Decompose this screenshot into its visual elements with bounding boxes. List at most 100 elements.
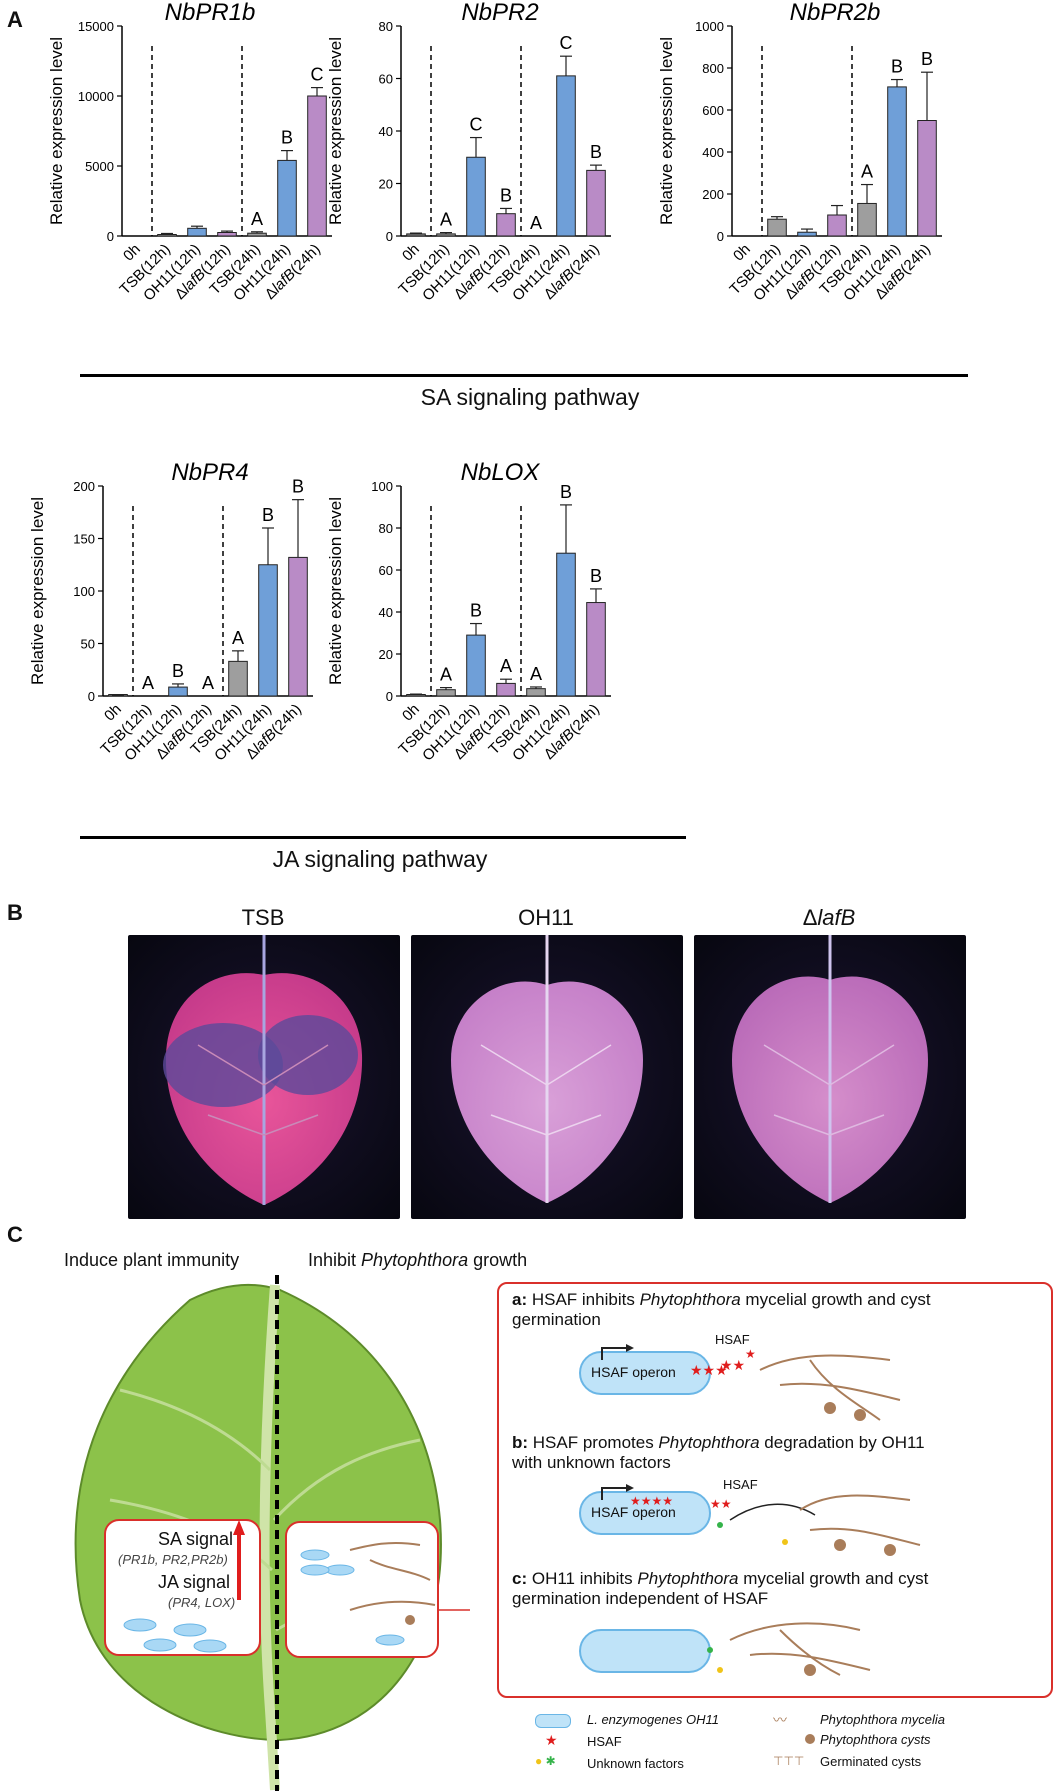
- significance-label: B: [281, 128, 293, 148]
- y-tick-label: 80: [379, 521, 393, 536]
- sa-pathway-line: [80, 374, 968, 377]
- bar: [887, 86, 907, 237]
- mechanism-c-text: c: OH11 inhibits Phytophthora mycelial g…: [512, 1569, 929, 1608]
- bar: [307, 95, 327, 237]
- bar: [247, 232, 267, 237]
- y-tick-label: 5000: [85, 159, 114, 174]
- inhibit-growth-label: Inhibit Phytophthora growth: [308, 1250, 528, 1270]
- bar: [767, 218, 787, 237]
- y-tick-label: 20: [379, 177, 393, 192]
- significance-label: C: [470, 115, 483, 135]
- y-tick-label: 800: [702, 61, 724, 76]
- bar: [288, 556, 308, 697]
- sa-pathway-label: SA signaling pathway: [420, 384, 640, 410]
- significance-label: A: [530, 664, 542, 684]
- y-tick-label: 200: [73, 479, 95, 494]
- bar: [406, 233, 426, 237]
- significance-label: A: [440, 665, 452, 685]
- significance-label: B: [590, 142, 602, 162]
- bar: [406, 694, 426, 697]
- y-tick-label: 40: [379, 124, 393, 139]
- bar: [857, 202, 877, 237]
- bar: [496, 213, 516, 237]
- svg-text:★★★: ★★★: [690, 1362, 728, 1378]
- chart-title: NbPR1b: [165, 0, 256, 26]
- significance-label: B: [921, 49, 933, 69]
- ja-genes-label: (PR4, LOX): [168, 1595, 236, 1610]
- significance-label: B: [470, 601, 482, 621]
- leaf-label-lafb: ΔlafB: [802, 905, 856, 930]
- bar: [556, 75, 576, 237]
- bar: [187, 227, 207, 237]
- bar: [586, 602, 606, 697]
- y-tick-label: 0: [107, 229, 114, 244]
- significance-label: B: [292, 477, 304, 497]
- y-tick-label: 200: [702, 187, 724, 202]
- x-tick-part: (24h): [566, 241, 603, 278]
- leaf-svg-tsb: [128, 935, 400, 1219]
- y-tick-label: 60: [379, 72, 393, 87]
- hsaf-operon-label-a: HSAF operon: [591, 1364, 676, 1380]
- legend-bacteria: L. enzymogenes OH11: [587, 1712, 719, 1727]
- x-tick-part: (24h): [287, 241, 324, 278]
- significance-label: A: [500, 656, 512, 676]
- legend-cysts-icon: [805, 1734, 815, 1744]
- y-axis-label: Relative expression level: [326, 497, 345, 685]
- panel-letter-a: A: [7, 7, 23, 32]
- significance-label: A: [202, 673, 214, 693]
- y-tick-label: 0: [88, 689, 95, 704]
- y-axis-label: Relative expression level: [28, 497, 47, 685]
- sa-genes-label: (PR1b, PR2,PR2b): [118, 1552, 228, 1567]
- y-tick-label: 80: [379, 19, 393, 34]
- panel-letter-b: B: [7, 900, 23, 925]
- y-tick-label: 0: [717, 229, 724, 244]
- chart-nbpr2b: NbPR2b Relative expression level 0 200 400 60…: [657, 0, 980, 380]
- chart-nbpr1b: NbPR1b Relative expression level 0 5000 1000…: [0, 0, 360, 380]
- bar: [277, 159, 297, 237]
- bar: [466, 156, 486, 237]
- hsaf-operon-label-b: HSAF operon: [591, 1504, 676, 1520]
- bar: [797, 231, 817, 237]
- mechanism-illustrations: ★★★★★★ ★★★★ ★★: [579, 1344, 921, 1676]
- significance-label: C: [560, 33, 573, 53]
- y-tick-label: 150: [73, 532, 95, 547]
- significance-label: A: [142, 673, 154, 693]
- bar: [466, 634, 486, 697]
- legend: L. enzymogenes OH11 ★ HSAF ● ✱ Unknown f…: [535, 1710, 1055, 1788]
- bar: [496, 682, 516, 697]
- y-tick-label: 0: [386, 229, 393, 244]
- x-tick-part: (24h): [566, 701, 603, 738]
- sa-signal-label: SA signal: [158, 1529, 234, 1549]
- y-tick-label: 400: [702, 145, 724, 160]
- y-axis-label: Relative expression level: [326, 37, 345, 225]
- y-tick-label: 100: [73, 584, 95, 599]
- significance-label: B: [172, 661, 184, 681]
- bar: [157, 234, 177, 237]
- leaf-image-lafb: [694, 935, 966, 1219]
- significance-label: C: [311, 65, 324, 85]
- bar: [436, 689, 456, 697]
- bar: [258, 564, 278, 697]
- ja-pathway-line: [80, 836, 686, 839]
- chart-title: NbPR4: [171, 459, 248, 486]
- bar: [827, 214, 847, 237]
- chart-nbpr2: NbPR2 Relative expression level 0 20 40 60 80 0…: [326, 0, 685, 380]
- legend-bacteria-icon: [535, 1714, 571, 1728]
- y-tick-label: 1000: [695, 19, 724, 34]
- chart-title: NbPR2b: [790, 0, 881, 26]
- chart-svg-nbpr2b: NbPR2b Relative expression level 0 200 400 60…: [657, 0, 942, 305]
- bar: [556, 552, 576, 697]
- significance-label: A: [440, 210, 452, 230]
- hsaf-label-a: HSAF: [715, 1332, 750, 1347]
- leaf-svg-lafb: [694, 935, 966, 1219]
- y-tick-label: 60: [379, 563, 393, 578]
- chart-nbpr4: NbPR4 Relative expression level 0 50 100 150 2…: [0, 459, 360, 840]
- bar: [228, 660, 248, 697]
- legend-unknown-icon: ● ✱: [535, 1754, 556, 1768]
- significance-label: A: [861, 162, 873, 182]
- legend-unknown: Unknown factors: [587, 1756, 684, 1771]
- ja-pathway-label: JA signaling pathway: [272, 846, 488, 872]
- bar: [217, 232, 237, 237]
- y-axis-label: Relative expression level: [47, 37, 66, 225]
